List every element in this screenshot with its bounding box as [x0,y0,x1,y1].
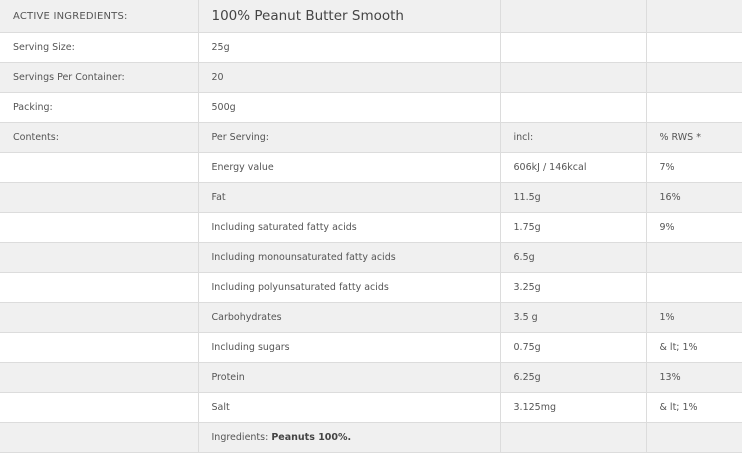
nutrient-row: Including sugars 0.75g & lt; 1% [0,332,742,363]
empty-cell [646,422,742,453]
nutrient-name: Including polyunsaturated fatty acids [198,272,501,303]
empty-cell [500,32,647,63]
nutrient-amount: 3.5 g [500,302,647,333]
nutrient-row: Protein 6.25g 13% [0,362,742,393]
empty-cell [0,362,199,393]
nutrient-rws: 7% [646,152,742,183]
incl-header: incl: [500,122,647,153]
nutrient-rws: & lt; 1% [646,332,742,363]
empty-cell [0,242,199,273]
empty-cell [646,32,742,63]
empty-cell [500,62,647,93]
nutrient-name: Including sugars [198,332,501,363]
nutrient-row: Energy value 606kJ / 146kcal 7% [0,152,742,183]
nutrient-name: Including saturated fatty acids [198,212,501,243]
info-label: Serving Size: [0,32,199,63]
contents-header-row: Contents: Per Serving: incl:% RWS * [0,122,742,153]
nutrient-row: Fat 11.5g 16% [0,182,742,213]
empty-cell [500,92,647,123]
nutrient-rws [646,242,742,273]
ingredients-cell: Ingredients: Peanuts 100%. [198,422,501,453]
empty-cell [0,152,199,183]
nutrient-row: Including monounsaturated fatty acids 6.5… [0,242,742,273]
nutrient-amount: 606kJ / 146kcal [500,152,647,183]
nutrient-name: Including monounsaturated fatty acids [198,242,501,273]
nutrient-name: Energy value [198,152,501,183]
nutrient-name: Fat [198,182,501,213]
empty-cell [0,272,199,303]
empty-cell [500,422,647,453]
empty-cell [646,0,742,33]
product-title: 100% Peanut Butter Smooth [198,0,501,33]
empty-cell [0,182,199,213]
nutrient-rws: 13% [646,362,742,393]
empty-cell [0,392,199,423]
nutrient-name: Carbohydrates [198,302,501,333]
empty-cell [646,62,742,93]
nutrient-row: Including polyunsaturated fatty acids 3.2… [0,272,742,303]
nutrient-row: Carbohydrates 3.5 g 1% [0,302,742,333]
nutrient-amount: 3.125mg [500,392,647,423]
nutrient-rws: 16% [646,182,742,213]
info-value: 500g [198,92,501,123]
nutrient-amount: 6.25g [500,362,647,393]
nutrient-amount: 1.75g [500,212,647,243]
info-value: 25g [198,32,501,63]
nutrient-name: Salt [198,392,501,423]
ingredients-label: Ingredients: [211,432,269,443]
empty-cell [0,212,199,243]
nutrient-amount: 11.5g [500,182,647,213]
ingredients-row: Ingredients: Peanuts 100%. [0,422,742,453]
nutrient-amount: 3.25g [500,272,647,303]
info-row: Serving Size: 25g [0,32,742,63]
info-value: 20 [198,62,501,93]
info-row: Packing: 500g [0,92,742,123]
rws-header: % RWS * [646,122,742,153]
ingredients-value: Peanuts 100%. [271,432,352,443]
nutrient-row: Including saturated fatty acids 1.75g 9% [0,212,742,243]
info-label: Servings Per Container: [0,62,199,93]
header-row: ACTIVE INGREDIENTS: 100% Peanut Butter S… [0,0,742,33]
nutrient-rws: 1% [646,302,742,333]
per-serving-header: Per Serving: [198,122,501,153]
empty-cell [0,332,199,363]
empty-cell [646,92,742,123]
nutrient-rws [646,272,742,303]
nutrient-amount: 0.75g [500,332,647,363]
nutrient-row: Salt 3.125mg & lt; 1% [0,392,742,423]
empty-cell [500,0,647,33]
info-label: Packing: [0,92,199,123]
nutrient-rws: & lt; 1% [646,392,742,423]
info-row: Servings Per Container: 20 [0,62,742,93]
empty-cell [0,422,199,453]
nutrient-name: Protein [198,362,501,393]
contents-label: Contents: [0,122,199,153]
nutrient-amount: 6.5g [500,242,647,273]
active-ingredients-label: ACTIVE INGREDIENTS: [0,0,199,33]
nutrient-rws: 9% [646,212,742,243]
empty-cell [0,302,199,333]
